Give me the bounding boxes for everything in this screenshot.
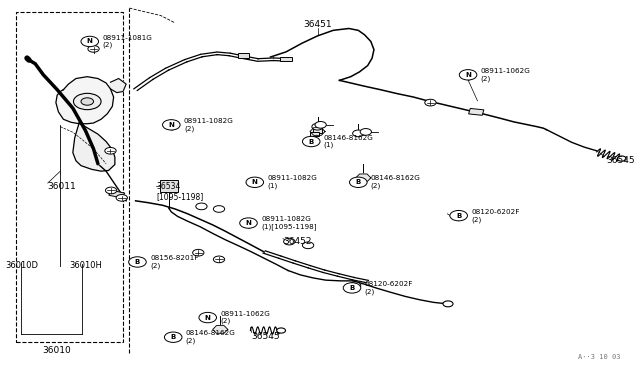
- Bar: [313, 128, 322, 133]
- Text: 08146-8162G
(2): 08146-8162G (2): [186, 330, 236, 344]
- Circle shape: [116, 195, 127, 201]
- Text: N: N: [246, 220, 252, 226]
- Circle shape: [360, 129, 371, 135]
- Text: 08146-8162G
(2): 08146-8162G (2): [371, 176, 420, 189]
- Bar: [17, 12, 123, 341]
- Circle shape: [349, 282, 361, 289]
- Bar: [109, 190, 125, 198]
- Circle shape: [193, 249, 204, 256]
- Circle shape: [106, 187, 116, 194]
- Polygon shape: [111, 78, 126, 93]
- Bar: [468, 108, 484, 115]
- Text: 36545: 36545: [252, 331, 280, 341]
- Text: 08911-1081G
(2): 08911-1081G (2): [102, 35, 152, 48]
- Circle shape: [460, 70, 477, 80]
- Circle shape: [81, 36, 99, 46]
- Polygon shape: [56, 77, 114, 124]
- Text: 36534
[1095-1198]: 36534 [1095-1198]: [156, 182, 204, 201]
- Circle shape: [163, 120, 180, 130]
- Circle shape: [425, 99, 436, 106]
- Text: B: B: [356, 179, 361, 185]
- Circle shape: [450, 211, 467, 221]
- Text: 36011: 36011: [48, 182, 77, 190]
- Circle shape: [353, 130, 364, 137]
- Text: 08120-6202F
(2): 08120-6202F (2): [471, 209, 520, 222]
- Circle shape: [349, 177, 367, 187]
- Text: B: B: [135, 259, 140, 265]
- Polygon shape: [73, 123, 115, 171]
- Bar: [160, 180, 178, 192]
- Circle shape: [213, 256, 225, 263]
- Circle shape: [105, 147, 116, 154]
- Text: N: N: [168, 122, 174, 128]
- Text: 08911-1082G
(1)[1095-1198]: 08911-1082G (1)[1095-1198]: [261, 216, 317, 230]
- Text: B: B: [308, 138, 314, 145]
- Circle shape: [240, 218, 257, 228]
- Text: 36452: 36452: [283, 237, 312, 246]
- Polygon shape: [212, 326, 228, 333]
- Text: A··3 10 03: A··3 10 03: [578, 354, 621, 360]
- Text: B: B: [456, 213, 461, 219]
- Text: 36545: 36545: [606, 155, 635, 164]
- Circle shape: [196, 203, 207, 210]
- Polygon shape: [310, 128, 325, 135]
- Bar: [310, 132, 319, 137]
- Circle shape: [443, 301, 453, 307]
- Circle shape: [246, 177, 264, 187]
- Circle shape: [213, 206, 225, 212]
- Text: 36451: 36451: [303, 20, 332, 29]
- Text: B: B: [171, 334, 176, 340]
- Circle shape: [312, 124, 323, 130]
- Circle shape: [315, 122, 326, 128]
- Text: 36010D: 36010D: [6, 261, 38, 270]
- Text: 36010H: 36010H: [70, 261, 102, 270]
- Text: 08911-1082G
(1): 08911-1082G (1): [268, 176, 317, 189]
- Circle shape: [74, 93, 101, 110]
- Circle shape: [199, 312, 216, 323]
- Circle shape: [129, 257, 146, 267]
- Text: 08146-8162G
(1): 08146-8162G (1): [324, 135, 374, 148]
- Circle shape: [618, 156, 626, 161]
- Text: 08911-1062G
(2): 08911-1062G (2): [481, 68, 531, 82]
- Circle shape: [303, 242, 314, 248]
- Text: 08911-1082G
(2): 08911-1082G (2): [184, 118, 234, 132]
- Bar: [280, 57, 292, 61]
- Text: N: N: [205, 315, 211, 321]
- Text: N: N: [465, 72, 471, 78]
- Bar: [238, 53, 249, 58]
- Circle shape: [303, 137, 320, 147]
- Circle shape: [81, 98, 93, 105]
- Circle shape: [88, 45, 99, 52]
- Circle shape: [284, 238, 295, 245]
- Polygon shape: [356, 174, 371, 182]
- Text: 36010: 36010: [43, 346, 72, 355]
- Text: N: N: [87, 38, 93, 45]
- Circle shape: [343, 283, 361, 293]
- Text: 08911-1062G
(2): 08911-1062G (2): [220, 311, 270, 324]
- Text: 08156-8201F
(2): 08156-8201F (2): [150, 255, 198, 269]
- Circle shape: [276, 328, 285, 333]
- Circle shape: [164, 332, 182, 342]
- Text: 08120-6202F
(2): 08120-6202F (2): [365, 281, 413, 295]
- Text: B: B: [349, 285, 355, 291]
- Text: N: N: [252, 179, 258, 185]
